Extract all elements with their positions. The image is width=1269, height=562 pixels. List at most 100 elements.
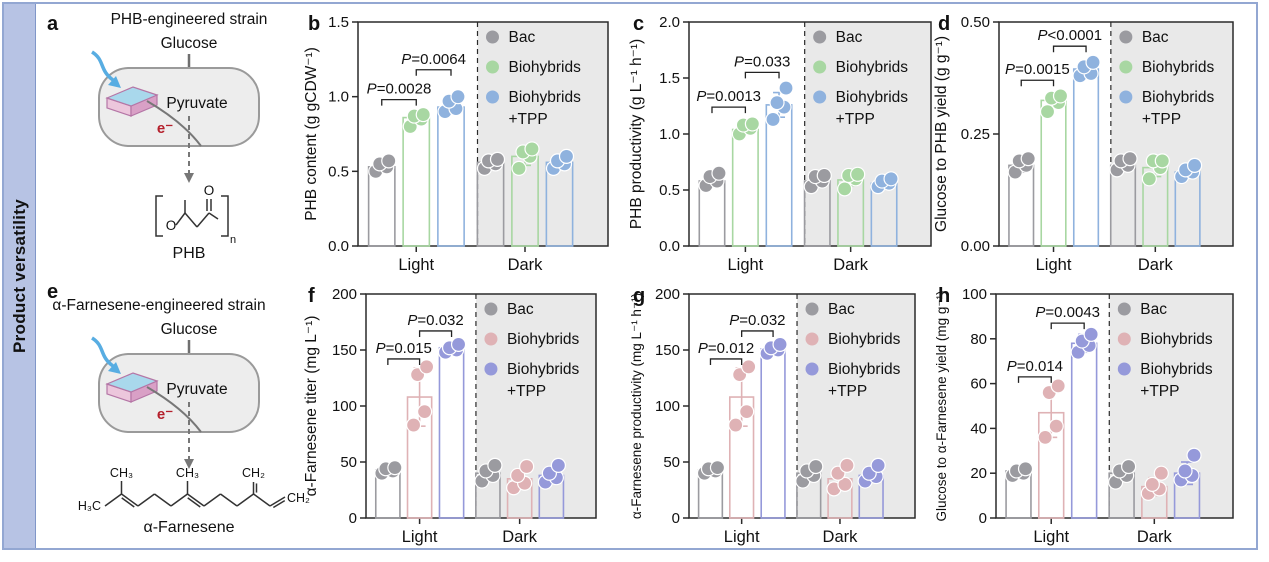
p-value-label: P=0.0013 — [696, 88, 761, 105]
p-value-label: P=0.012 — [698, 340, 754, 357]
p-value-bracket — [709, 358, 743, 365]
bracket-right — [221, 195, 229, 237]
group-label: Light — [1033, 528, 1069, 546]
data-point — [744, 116, 760, 132]
chart-f: f 0 50 100 150 200 α-Farnesene titer (mg L⁻¹) L… — [303, 285, 597, 546]
y-tick-label: 200 — [655, 286, 680, 303]
y-tick-label: 20 — [970, 465, 987, 482]
panel-letter: h — [938, 285, 950, 307]
data-point — [816, 167, 832, 184]
data-point — [1048, 418, 1064, 434]
dark-region-shade — [477, 22, 608, 246]
vinyl-double-bond-second — [272, 500, 286, 509]
data-point — [1085, 54, 1101, 70]
data-point — [405, 417, 422, 433]
legend-label: Bac — [509, 29, 536, 46]
legend-marker — [813, 90, 827, 104]
intermediate-label: Pyruvate — [166, 95, 227, 112]
legend-label: Biohybrids — [1140, 361, 1213, 378]
data-point — [1050, 378, 1066, 394]
legend-marker — [1117, 362, 1131, 376]
data-point — [519, 458, 535, 475]
y-tick-label: 150 — [655, 342, 680, 359]
p-value-bracket — [741, 330, 774, 337]
legend-label: Biohybrids — [1142, 59, 1215, 76]
data-point — [1154, 153, 1170, 169]
data-point — [1037, 429, 1053, 445]
figure-frame: Product versatility a PHB-engineered stra… — [2, 2, 1258, 550]
light-arrowhead — [108, 362, 121, 374]
farnesene-bond — [154, 493, 172, 507]
p-value-label: P<0.0001 — [1037, 27, 1102, 44]
y-tick-label: 100 — [655, 398, 680, 415]
y-axis-label: PHB content (g gCDW⁻¹) — [303, 47, 320, 221]
semiconductor-slab-top — [105, 372, 159, 393]
legend-label-line2: +TPP — [509, 111, 548, 128]
legend-label: Biohybrids — [828, 331, 901, 348]
legend-marker — [1117, 302, 1131, 316]
data-point — [839, 457, 855, 473]
data-point — [558, 148, 575, 164]
legend-marker — [805, 362, 819, 376]
sidebar-product-versatility: Product versatility — [4, 4, 36, 548]
electron-label: e⁻ — [157, 120, 173, 137]
legend-label-line2: +TPP — [1142, 111, 1181, 128]
y-tick-label: 1.0 — [659, 126, 680, 143]
legend-marker — [484, 362, 498, 376]
ch3-label: CH₃ — [110, 466, 133, 480]
y-tick-label: 100 — [332, 398, 357, 415]
dark-region-shade — [804, 22, 931, 246]
p-value-label: P=0.032 — [729, 312, 785, 329]
sidebar-label: Product versatility — [9, 198, 29, 354]
data-point — [1186, 447, 1202, 463]
y-tick-label: 0.0 — [659, 238, 680, 255]
farnesene-bond — [220, 493, 238, 507]
panel-e-farnesene-strain-diagram: e α-Farnesene-engineered strain Glucose Pyr… — [37, 276, 310, 548]
data-point — [450, 336, 467, 353]
data-point — [741, 359, 757, 375]
chart-d: d 0.00 0.25 0.50 Glucose to PHB yield (g g⁻¹… — [933, 13, 1234, 274]
data-point — [550, 457, 566, 473]
legend-label: Bac — [1142, 29, 1169, 46]
farnesene-bond — [236, 493, 254, 507]
ch2-end-label: CH₂ — [287, 491, 310, 505]
data-point — [511, 160, 527, 176]
ch3-label: CH₃ — [176, 466, 199, 480]
data-point — [1017, 461, 1034, 477]
y-tick-label: 100 — [962, 286, 987, 303]
legend-marker — [484, 302, 498, 316]
y-tick-label: 2.0 — [659, 14, 680, 31]
light-arrow — [90, 336, 115, 368]
y-tick-label: 0.0 — [328, 238, 349, 255]
p-value-bracket — [711, 106, 747, 114]
y-axis-label: Glucose to PHB yield (g g⁻¹) — [933, 36, 950, 232]
panel-letter: d — [938, 13, 950, 35]
y-axis-label: α-Farnesene productivity (mg L⁻¹ h⁻¹) — [629, 293, 644, 519]
legend-label: Biohybrids — [507, 361, 580, 378]
legend-label: Biohybrids — [509, 89, 582, 106]
phb-bond — [208, 212, 219, 220]
dark-region-shade — [1110, 22, 1233, 246]
legend-marker — [813, 60, 827, 74]
legend-label: Bac — [836, 29, 863, 46]
dark-region-shade — [797, 294, 915, 518]
legend-marker — [805, 302, 819, 316]
chart-b: b 0.0 0.5 1.0 1.5 PHB content (g gCDW⁻¹) Light… — [303, 13, 609, 274]
panel-letter: e — [47, 281, 58, 303]
chart-c: c 0.0 0.5 1.0 1.5 2.0 PHB productivity (g L⁻¹ … — [628, 13, 932, 274]
y-tick-label: 60 — [970, 376, 987, 393]
p-value-label: P=0.032 — [407, 312, 463, 329]
y-tick-label: 40 — [970, 420, 987, 437]
panel-a-phb-strain-diagram: a PHB-engineered strain Glucose Pyruvate e⁻ O… — [37, 4, 302, 276]
legend-label-line2: +TPP — [828, 383, 867, 400]
p-value-label: P=0.014 — [1007, 358, 1063, 375]
data-point — [1052, 88, 1069, 104]
y-tick-label: 0.25 — [961, 126, 990, 143]
product-label: PHB — [173, 245, 206, 262]
y-tick-label: 1.5 — [328, 14, 349, 31]
group-label: Light — [727, 256, 763, 274]
p-value-label: P=0.033 — [734, 53, 790, 70]
diagram-title: α-Farnesene-engineered strain — [52, 297, 265, 314]
y-tick-label: 1.0 — [328, 89, 349, 106]
legend-label: Biohybrids — [836, 59, 909, 76]
